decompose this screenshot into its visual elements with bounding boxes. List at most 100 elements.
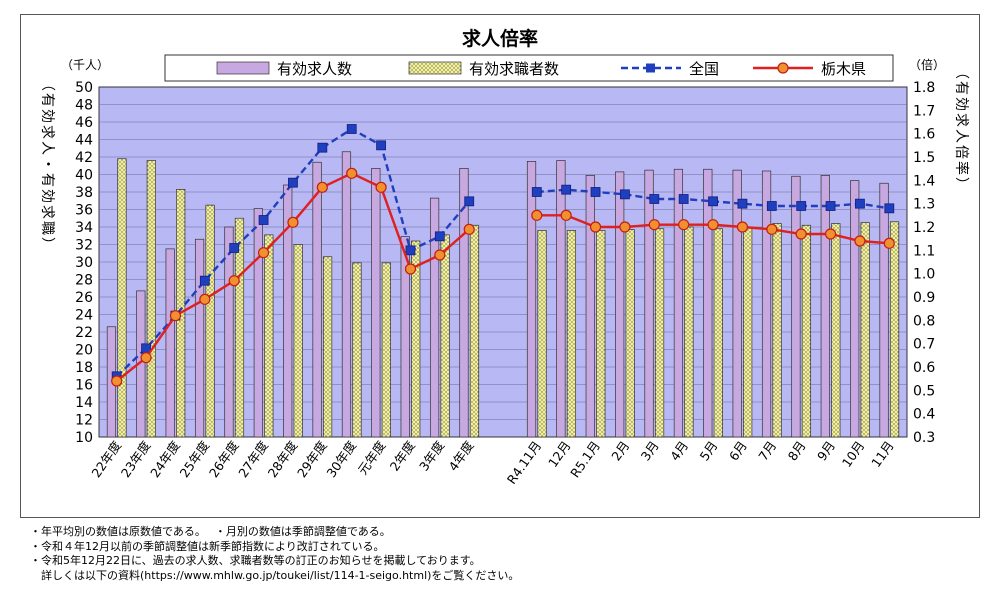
right-axis-unit: （倍）	[909, 57, 945, 72]
tochigi-point	[678, 219, 690, 231]
right-tick-label: 0.9	[913, 290, 935, 306]
bar-job-openings	[459, 168, 469, 438]
x-tick-label: 22年度	[88, 438, 124, 481]
x-tick-label: 元年度	[355, 438, 389, 478]
national-point	[855, 198, 865, 209]
tochigi-point	[795, 228, 807, 240]
footnotes: ・年平均別の数値は原数値である。 ・月別の数値は季節調整値である。 ・令和４年1…	[30, 525, 970, 583]
x-tick-label: 30年度	[323, 438, 359, 481]
left-tick-label: 44	[75, 133, 93, 149]
national-point	[199, 275, 210, 286]
x-tick-label: 2月	[608, 438, 632, 463]
bar-job-seekers	[654, 228, 665, 438]
national-point	[434, 231, 445, 242]
tochigi-point	[375, 181, 387, 193]
left-tick-label: 24	[75, 308, 93, 324]
tochigi-point	[531, 209, 543, 221]
left-tick-label: 38	[75, 185, 93, 201]
national-point	[825, 201, 836, 211]
x-tick-label: 27年度	[235, 438, 271, 481]
tochigi-point	[228, 275, 240, 287]
bar-job-seekers	[352, 262, 362, 438]
bar-job-openings	[341, 151, 352, 438]
left-tick-label: 14	[75, 395, 93, 411]
national-point	[346, 124, 357, 134]
bar-job-openings	[615, 171, 625, 438]
x-tick-label: 9月	[814, 438, 838, 463]
right-tick-label: 0.6	[913, 360, 935, 376]
x-tick-label: 4年度	[445, 438, 476, 474]
x-tick-label: 7月	[755, 438, 779, 463]
bar-job-openings	[283, 184, 293, 438]
tochigi-point	[199, 293, 211, 305]
bar-job-seekers	[625, 229, 635, 438]
legend-job-openings-label: 有効求人数	[277, 60, 352, 78]
right-tick-label: 1.0	[913, 267, 935, 283]
national-point	[649, 194, 660, 204]
right-tick-label: 1.8	[913, 80, 935, 96]
bar-job-seekers	[743, 227, 753, 438]
left-tick-label: 32	[75, 238, 93, 254]
x-tick-label: 4月	[667, 438, 691, 463]
tochigi-point	[434, 249, 446, 261]
right-tick-label: 1.6	[913, 127, 935, 143]
x-tick-label: 26年度	[206, 438, 242, 481]
bar-job-seekers	[293, 244, 303, 438]
right-tick-label: 0.8	[913, 313, 935, 329]
left-axis-title: （有効求人・有効求職）	[39, 77, 55, 253]
left-tick-label: 26	[75, 290, 93, 306]
legend-job-openings-swatch	[216, 61, 270, 75]
left-tick-label: 22	[75, 325, 93, 341]
bar-job-seekers	[264, 234, 274, 438]
bar-job-openings	[253, 208, 263, 438]
bar-job-seekers	[684, 226, 694, 438]
national-point	[678, 194, 689, 204]
left-tick-label: 12	[75, 413, 93, 429]
bar-job-openings	[673, 168, 684, 438]
national-point	[766, 201, 777, 211]
national-point	[531, 187, 542, 197]
left-tick-label: 18	[75, 360, 93, 376]
tochigi-point	[404, 263, 417, 275]
bar-job-openings	[644, 169, 654, 438]
tochigi-point	[463, 223, 475, 235]
bar-job-seekers	[440, 234, 450, 438]
tochigi-point	[287, 216, 299, 228]
bar-job-openings	[850, 180, 860, 438]
legend-national-label: 全国	[689, 60, 719, 78]
bar-job-openings	[703, 168, 713, 438]
national-point	[884, 203, 895, 214]
tochigi-point	[111, 375, 123, 387]
tochigi-point	[560, 209, 572, 221]
bar-job-seekers	[322, 256, 333, 438]
national-point	[288, 177, 298, 188]
footnote-2: ・令和４年12月以前の季節調整値は新季節指数により改訂されている。	[30, 539, 385, 553]
tochigi-point	[169, 310, 182, 322]
x-tick-label: 6月	[726, 438, 750, 463]
left-tick-label: 50	[75, 80, 93, 96]
x-tick-label: 5月	[696, 438, 720, 463]
right-tick-label: 0.5	[913, 383, 935, 399]
national-point	[376, 140, 386, 151]
bar-job-openings	[761, 170, 772, 438]
bar-job-seekers	[596, 230, 606, 438]
left-tick-label: 34	[75, 220, 93, 236]
national-point	[561, 184, 572, 195]
tochigi-point	[346, 167, 358, 179]
bar-job-seekers	[469, 224, 480, 438]
national-point	[590, 187, 601, 197]
bar-job-openings	[165, 248, 175, 438]
x-tick-label: 10月	[839, 438, 868, 470]
x-tick-label: 28年度	[265, 438, 301, 481]
bar-job-openings	[194, 238, 205, 438]
tochigi-point	[854, 235, 866, 247]
chart-title: 求人倍率	[462, 27, 538, 50]
footnote-4: 詳しくは以下の資料(https://www.mhlw.go.jp/toukei/…	[30, 568, 520, 582]
left-axis-unit: （千人）	[61, 58, 109, 72]
left-tick-label: 36	[75, 203, 93, 219]
bar-job-openings	[879, 182, 889, 438]
right-tick-label: 1.2	[913, 220, 935, 236]
left-tick-label: 16	[75, 378, 93, 394]
right-tick-label: 1.5	[913, 150, 935, 166]
x-tick-label: 3年度	[416, 438, 447, 474]
